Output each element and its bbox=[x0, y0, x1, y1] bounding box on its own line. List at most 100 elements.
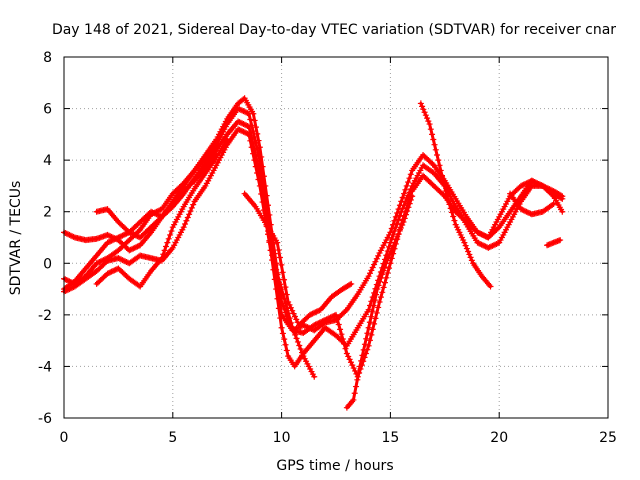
data-point bbox=[259, 199, 266, 206]
data-point bbox=[273, 266, 280, 273]
data-point bbox=[186, 211, 193, 218]
data-point bbox=[278, 261, 285, 268]
data-point bbox=[299, 349, 305, 356]
data-point bbox=[462, 242, 469, 249]
data-point bbox=[339, 336, 346, 343]
data-point bbox=[376, 278, 383, 285]
data-point bbox=[67, 278, 74, 285]
data-point bbox=[275, 305, 282, 312]
data-point bbox=[107, 269, 114, 276]
data-point bbox=[494, 225, 501, 232]
data-point bbox=[279, 290, 286, 297]
data-point bbox=[482, 243, 489, 250]
data-point bbox=[252, 163, 259, 170]
data-point bbox=[352, 367, 359, 374]
data-point bbox=[398, 198, 405, 205]
data-point bbox=[69, 284, 76, 291]
data-point bbox=[528, 177, 535, 184]
data-point bbox=[135, 282, 142, 289]
data-point bbox=[251, 157, 258, 164]
x-tick-label: 25 bbox=[599, 430, 617, 446]
data-point bbox=[406, 175, 413, 182]
data-point bbox=[114, 235, 121, 242]
data-point bbox=[311, 373, 318, 380]
data-point bbox=[346, 356, 353, 363]
data-point bbox=[104, 239, 111, 246]
data-point bbox=[152, 209, 159, 216]
data-point bbox=[267, 247, 274, 254]
data-point bbox=[283, 291, 290, 298]
data-point bbox=[277, 281, 284, 288]
data-point bbox=[404, 207, 411, 214]
data-point bbox=[291, 313, 298, 320]
data-point bbox=[241, 129, 248, 136]
data-point bbox=[265, 202, 271, 209]
data-point bbox=[158, 255, 165, 262]
data-point bbox=[248, 144, 255, 151]
data-point bbox=[374, 286, 381, 293]
data-point bbox=[107, 238, 114, 245]
data-point bbox=[254, 170, 261, 177]
data-point bbox=[269, 252, 276, 259]
data-point bbox=[273, 286, 280, 293]
data-point bbox=[522, 180, 529, 187]
data-point bbox=[104, 270, 111, 277]
data-point bbox=[256, 144, 263, 151]
data-point bbox=[187, 208, 194, 215]
data-point bbox=[526, 210, 533, 217]
data-point bbox=[350, 396, 357, 403]
data-point bbox=[245, 131, 252, 138]
data-point bbox=[337, 326, 344, 333]
data-point bbox=[549, 187, 556, 194]
data-point bbox=[237, 119, 244, 126]
data-point bbox=[259, 163, 266, 170]
series-track-d bbox=[61, 126, 318, 380]
data-point bbox=[417, 100, 424, 107]
data-point bbox=[524, 209, 531, 216]
data-point bbox=[282, 284, 289, 291]
data-point bbox=[327, 314, 334, 321]
data-point bbox=[359, 352, 366, 359]
data-point bbox=[241, 121, 248, 128]
data-point bbox=[353, 383, 360, 390]
data-point bbox=[326, 315, 333, 322]
data-point bbox=[492, 241, 499, 248]
data-point bbox=[451, 217, 458, 224]
tick-layer: 0 5 10 15 20 25 -6 -4 -2 0 2 4 6 8 bbox=[38, 50, 617, 446]
data-point bbox=[375, 282, 382, 289]
data-point bbox=[395, 230, 402, 237]
data-point bbox=[479, 242, 486, 249]
data-point bbox=[157, 215, 164, 222]
data-point bbox=[243, 130, 250, 137]
data-point bbox=[279, 330, 286, 337]
data-point bbox=[258, 190, 265, 197]
data-point bbox=[395, 216, 402, 223]
data-point bbox=[426, 121, 433, 128]
data-point bbox=[434, 151, 441, 158]
data-point bbox=[375, 304, 382, 311]
data-point bbox=[313, 320, 320, 327]
data-point bbox=[346, 281, 353, 288]
data-layer bbox=[61, 95, 566, 411]
data-point bbox=[156, 207, 163, 214]
data-point bbox=[93, 260, 100, 267]
data-point bbox=[150, 210, 157, 217]
data-point bbox=[531, 179, 538, 186]
data-point bbox=[274, 239, 281, 246]
data-point bbox=[104, 231, 111, 238]
data-point bbox=[255, 137, 262, 144]
data-point bbox=[380, 267, 387, 274]
data-point bbox=[558, 192, 565, 199]
data-point bbox=[109, 268, 116, 275]
x-tick-label: 5 bbox=[168, 430, 177, 446]
data-point bbox=[63, 287, 70, 294]
data-point bbox=[306, 311, 313, 318]
data-point bbox=[126, 229, 133, 236]
data-point bbox=[107, 233, 114, 240]
data-point bbox=[288, 319, 295, 326]
data-point bbox=[350, 365, 357, 372]
data-point bbox=[487, 283, 494, 290]
data-point bbox=[342, 345, 349, 352]
data-point bbox=[435, 157, 442, 164]
